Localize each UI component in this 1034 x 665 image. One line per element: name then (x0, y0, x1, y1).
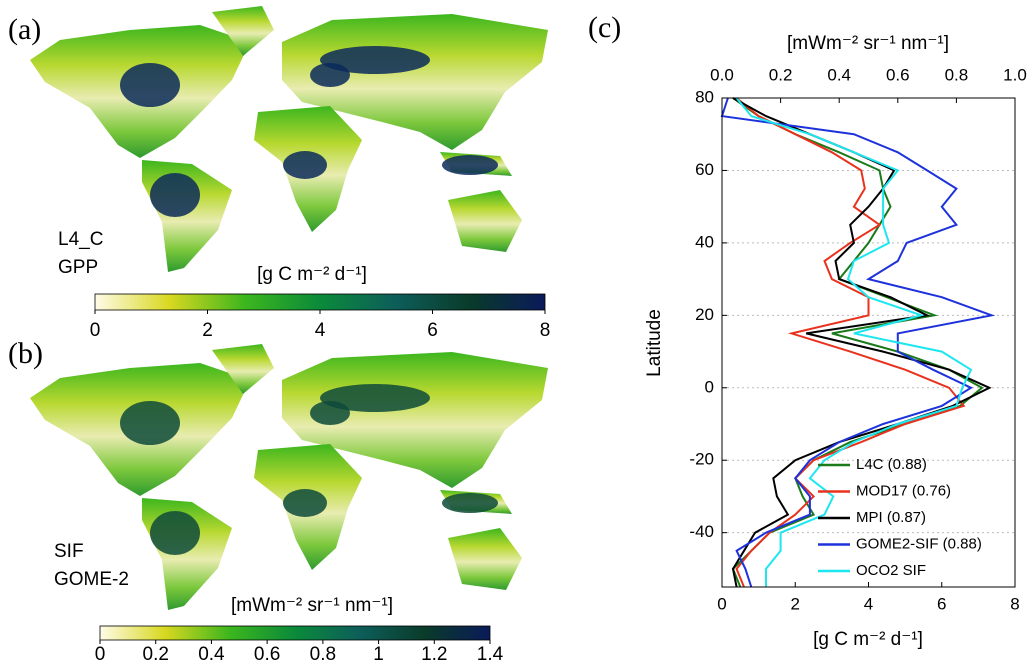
y-axis-label: Latitude (644, 309, 665, 377)
y-tick-label: 60 (695, 160, 714, 179)
colorbar-label: [g C m⁻² d⁻¹] (257, 264, 367, 285)
land (448, 190, 522, 252)
dense-vegetation (310, 401, 350, 425)
panel-label: (b) (8, 337, 43, 370)
dense-vegetation (442, 155, 498, 175)
dense-vegetation (120, 401, 180, 445)
x-tick-label: 6 (937, 594, 946, 613)
y-tick-label: 0 (705, 377, 714, 396)
legend-label: L4C (0.88) (856, 456, 927, 473)
dense-vegetation (320, 46, 430, 74)
colorbar (94, 293, 546, 311)
colorbar-label: [mWm⁻² sr⁻¹ nm⁻¹] (231, 595, 393, 616)
plot-frame (721, 97, 1016, 588)
y-tick-label: 80 (695, 87, 714, 106)
colorbar-tick-label: 2 (202, 320, 213, 341)
colorbar (99, 625, 491, 641)
colorbar-tick-label: 1 (373, 644, 384, 665)
land (212, 6, 274, 56)
colorbar-tick-label: 1.2 (421, 644, 447, 665)
x2-tick-label: 0.0 (710, 65, 734, 84)
y-tick-label: 20 (695, 305, 714, 324)
colorbar-tick-label: 6 (427, 320, 438, 341)
y-tick-label: -20 (689, 450, 714, 469)
land (212, 344, 274, 394)
map-name: L4_C (58, 229, 103, 250)
legend-label: GOME2-SIF (0.88) (856, 535, 982, 552)
colorbar-tick-label: 4 (315, 320, 326, 341)
dense-vegetation (320, 384, 430, 412)
legend-label: OCO2 SIF (856, 562, 926, 579)
x2-axis-label: [mWm⁻² sr⁻¹ nm⁻¹] (787, 33, 949, 54)
x-tick-label: 8 (1010, 594, 1019, 613)
y-tick-label: -40 (689, 522, 714, 541)
dense-vegetation (283, 151, 327, 179)
colorbar-tick-label: 8 (540, 320, 551, 341)
series-line (735, 97, 966, 588)
y-tick-label: 40 (695, 232, 714, 251)
x2-tick-label: 1.0 (1003, 65, 1027, 84)
colorbar-tick-label: 0.4 (198, 644, 225, 665)
x2-tick-label: 0.2 (769, 65, 793, 84)
map (30, 344, 548, 610)
colorbar-tick-label: 0.2 (143, 644, 169, 665)
x2-tick-label: 0.6 (886, 65, 910, 84)
panel-label: (a) (8, 13, 41, 46)
legend-label: MPI (0.87) (856, 509, 926, 526)
dense-vegetation (150, 173, 200, 217)
x-axis-label: [g C m⁻² d⁻¹] (813, 629, 923, 650)
x2-tick-label: 0.4 (827, 65, 851, 84)
map (30, 6, 548, 272)
dense-vegetation (310, 63, 350, 87)
map-name: GPP (58, 257, 98, 278)
colorbar-tick-label: 0 (90, 320, 101, 341)
dense-vegetation (120, 63, 180, 107)
x2-tick-label: 0.8 (945, 65, 969, 84)
dense-vegetation (150, 511, 200, 555)
colorbar-tick-label: 0.8 (310, 644, 336, 665)
legend-label: MOD17 (0.76) (856, 482, 951, 499)
dense-vegetation (442, 493, 498, 513)
colorbar-tick-label: 0.6 (254, 644, 280, 665)
x-tick-label: 4 (864, 594, 873, 613)
series-line (735, 97, 973, 587)
x-tick-label: 2 (791, 594, 800, 613)
map-name: GOME-2 (54, 569, 129, 590)
series-line (731, 97, 984, 588)
map-name: SIF (54, 541, 84, 562)
series-line (731, 97, 992, 588)
land (448, 528, 522, 590)
colorbar-tick-label: 0 (95, 644, 106, 665)
panel-label: (c) (588, 11, 621, 44)
colorbar-tick-label: 1.4 (477, 644, 504, 665)
dense-vegetation (283, 489, 327, 517)
x-tick-label: 0 (717, 594, 726, 613)
